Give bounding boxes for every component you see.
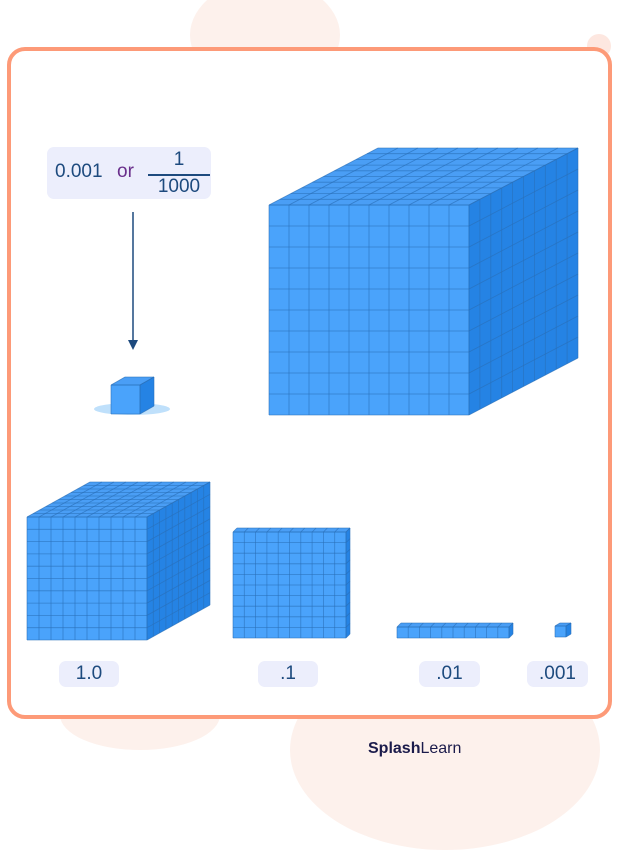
tenth-flat-grid [345, 527, 351, 533]
tenth-flat-grid [345, 538, 351, 543]
thousandth-cube-grid [565, 633, 572, 638]
hundredth-rod-grid [452, 622, 458, 628]
tenth-flat-grid [266, 527, 272, 533]
tenth-flat-grid [334, 527, 339, 533]
label-tenth: .1 [258, 661, 318, 687]
small-cube-grid [139, 405, 155, 415]
tenth-flat-grid [232, 527, 238, 533]
hundredth-rod-grid [508, 633, 514, 639]
hundredth-rod-grid [475, 622, 480, 628]
tenth-flat-grid [345, 623, 351, 628]
small-cube-grid [139, 376, 155, 386]
small-cube-side [140, 377, 154, 414]
tenth-flat-grid [289, 527, 294, 533]
hundredth-rod-side [509, 623, 513, 638]
tenth-flat-grid [345, 601, 351, 607]
label-one: 1.0 [59, 661, 119, 687]
callout-numerator: 1 [173, 149, 185, 170]
small-cube-grid [110, 376, 126, 386]
tenth-flat-grid [311, 527, 317, 533]
hundredth-rod-grid [396, 622, 402, 628]
tenth-flat-grid [300, 527, 306, 533]
small-cube-front [111, 385, 140, 414]
callout-or: or [117, 161, 134, 182]
callout-denominator: 1000 [157, 176, 201, 197]
tenth-flat-grid [323, 527, 328, 533]
thousandth-cube-grid [554, 622, 561, 627]
splashlearn-logo: SplashLearn [368, 740, 462, 757]
tenth-flat-grid [345, 612, 351, 618]
fraction-bar [148, 174, 210, 176]
thousandth-cube-side [566, 623, 571, 637]
tenth-flat-grid [345, 633, 351, 639]
label-thousandth: .001 [527, 661, 588, 687]
hundredth-rod-grid [497, 622, 503, 628]
tenth-flat-grid [345, 570, 351, 575]
hundredth-rod-grid [407, 622, 413, 628]
tenth-flat-grid [345, 559, 351, 565]
arrow-head [128, 340, 138, 350]
callout-box: 0.001 or 1 1000 [47, 147, 211, 199]
label-hundredth: .01 [419, 661, 480, 687]
hundredth-rod-grid [419, 622, 424, 628]
tenth-flat-grid [244, 527, 249, 533]
tenth-flat-grid [255, 527, 260, 533]
tenth-flat-grid [345, 580, 351, 586]
tenth-flat-grid [345, 591, 351, 596]
hundredth-rod-grid [463, 622, 469, 628]
tenth-flat-grid [277, 527, 283, 533]
callout-decimal: 0.001 [55, 161, 103, 182]
base-ten-blocks [26, 147, 579, 641]
thousandth-cube-front [555, 626, 566, 637]
tenth-flat-grid [345, 548, 351, 554]
hundredth-rod-grid [486, 622, 491, 628]
thousandth-cube-grid [565, 622, 572, 627]
hundredth-rod-grid [441, 622, 447, 628]
hundredth-rod-grid [430, 622, 435, 628]
hundredth-rod-grid [508, 622, 514, 628]
